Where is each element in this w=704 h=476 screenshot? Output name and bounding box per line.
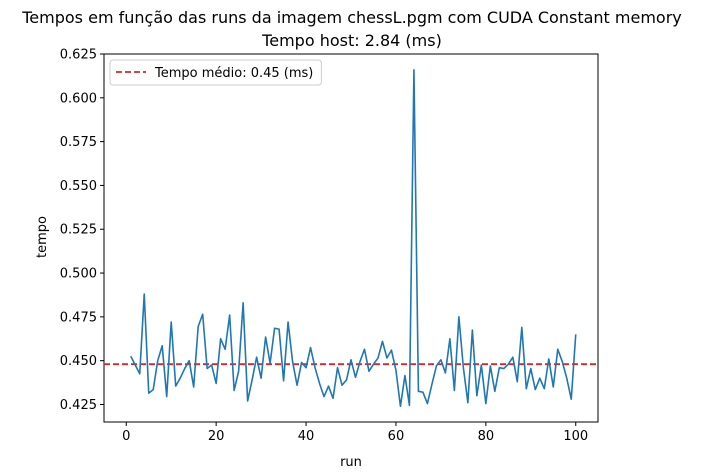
y-tick-label: 0.500 [60,267,97,282]
series-group [130,68,577,408]
x-axis: 0 20 40 60 80 100 [122,422,588,444]
plot-area [103,53,599,423]
y-axis-label: tempo [35,216,50,258]
y-tick-label: 0.525 [60,223,97,238]
x-tick-label: 20 [208,429,225,444]
y-axis: 0.425 0.450 0.475 0.500 0.525 0.550 0.575 0.600… [60,48,104,413]
chart-title: Tempos em função das runs da imagem ches… [21,8,682,27]
chart-subtitle: Tempo host: 2.84 (ms) [261,31,442,50]
x-axis-label: run [340,455,362,470]
legend-box [109,59,322,86]
plot-frame [103,53,599,423]
x-tick-label: 0 [122,429,130,444]
x-tick-label: 80 [478,429,495,444]
legend-label-mean: Tempo médio: 0.45 (ms) [154,66,313,81]
x-tick-label: 60 [388,429,405,444]
series-line-0 [130,68,577,408]
y-tick-label: 0.450 [60,354,97,369]
y-tick-label: 0.425 [60,398,97,413]
y-tick-label: 0.550 [60,179,97,194]
y-tick-label: 0.575 [60,135,97,150]
y-tick-label: 0.625 [60,48,97,63]
legend: Tempo médio: 0.45 (ms) [109,59,322,86]
x-tick-label: 40 [298,429,315,444]
x-tick-label: 100 [563,429,588,444]
y-tick-label: 0.475 [60,310,97,325]
y-tick-label: 0.600 [60,91,97,106]
